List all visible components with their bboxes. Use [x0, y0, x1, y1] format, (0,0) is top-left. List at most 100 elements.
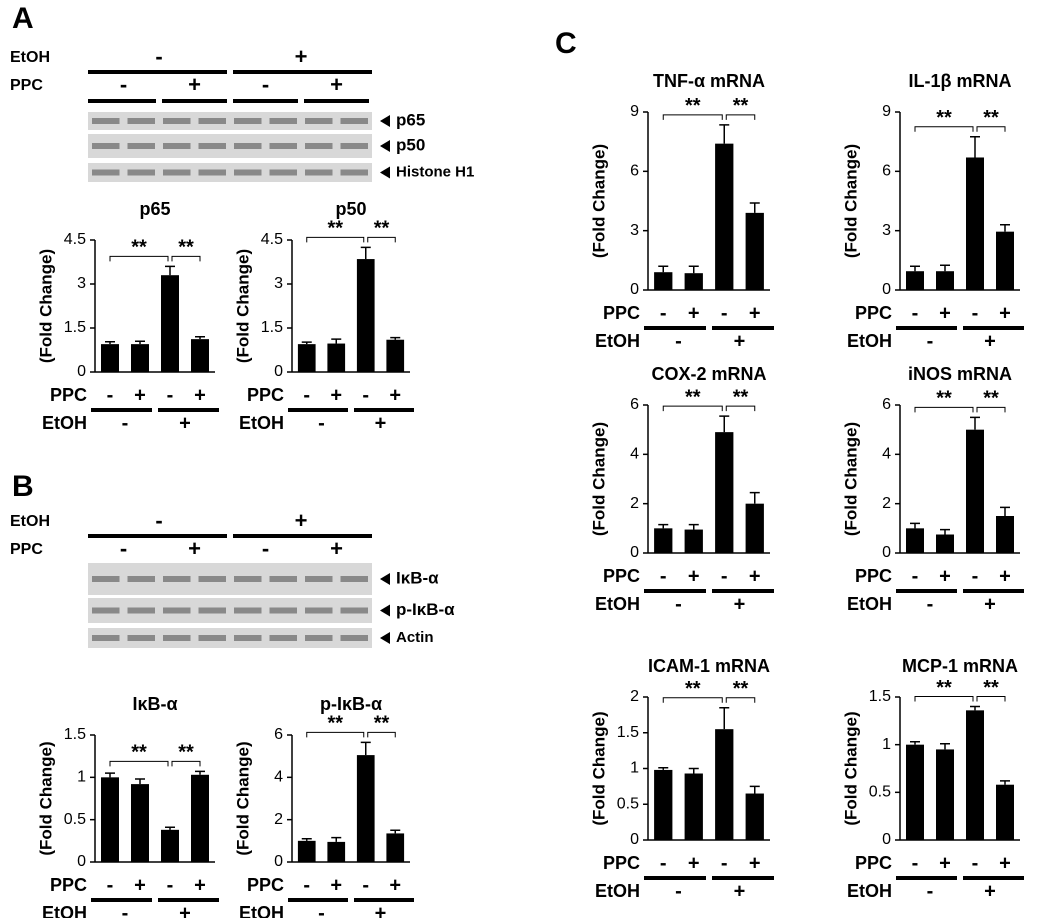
- band-label: IκB-α: [396, 568, 439, 587]
- ppc-label: PPC: [855, 853, 892, 873]
- significance-bracket: [109, 255, 169, 262]
- y-tick-label: 2: [630, 495, 639, 512]
- bar: [936, 271, 954, 290]
- sign: +: [749, 302, 761, 324]
- etoh-label: EtOH: [239, 903, 284, 918]
- bar: [101, 777, 119, 862]
- etoh-label: EtOH: [10, 49, 50, 66]
- sign: -: [122, 902, 129, 918]
- significance-bracket: [725, 114, 756, 120]
- sign: +: [188, 536, 201, 561]
- y-tick-label: 2: [274, 811, 283, 828]
- sign: -: [155, 44, 162, 69]
- bar: [327, 841, 346, 862]
- error-bar: [360, 246, 371, 260]
- blot-band: [305, 576, 333, 582]
- y-tick-label: 1.5: [869, 688, 891, 705]
- sign: -: [912, 852, 919, 874]
- bar: [966, 157, 984, 290]
- significance-label: **: [327, 713, 343, 735]
- significance-label: **: [685, 95, 701, 117]
- significance-label: **: [685, 678, 701, 700]
- bar: [715, 432, 734, 553]
- significance-bracket: [914, 406, 974, 413]
- y-tick-label: 1: [77, 769, 86, 786]
- y-axis-label: (Fold Change): [233, 249, 252, 363]
- sign: +: [194, 874, 206, 896]
- y-tick-label: 1: [882, 736, 891, 753]
- error-bar: [331, 836, 342, 842]
- error-bar: [658, 767, 669, 770]
- significance-label: **: [685, 386, 701, 408]
- blot-band: [234, 118, 262, 124]
- significance-label: **: [374, 218, 390, 240]
- y-tick-label: 1.5: [617, 724, 639, 741]
- chart-title: p50: [335, 199, 366, 219]
- y-tick-label: 0: [882, 831, 891, 848]
- y-tick-label: 9: [630, 103, 639, 120]
- significance-label: **: [936, 107, 952, 129]
- y-tick-label: 4.5: [261, 231, 283, 248]
- error-bar: [105, 341, 115, 345]
- blot-band: [269, 143, 297, 149]
- bar: [161, 275, 179, 372]
- y-tick-label: 6: [630, 396, 639, 413]
- blot-band: [269, 169, 297, 176]
- blot-strip: [88, 628, 372, 648]
- blot-band: [127, 607, 155, 614]
- band-label: Actin: [396, 629, 434, 646]
- error-bar: [970, 705, 980, 711]
- significance-bracket: [171, 255, 201, 262]
- significance-bracket: [306, 731, 365, 738]
- band-label: p50: [396, 135, 425, 154]
- arrow: [380, 632, 390, 644]
- y-tick-label: 0: [630, 281, 639, 298]
- error-bar: [688, 767, 699, 774]
- error-bar: [970, 135, 980, 158]
- error-bar: [749, 202, 760, 213]
- y-axis-label: (Fold Change): [36, 249, 55, 363]
- sign: +: [330, 384, 342, 406]
- chart-title: IL-1β mRNA: [909, 71, 1012, 91]
- bar: [654, 272, 673, 290]
- sign: +: [389, 384, 401, 406]
- sign: -: [107, 874, 114, 896]
- sign: +: [375, 902, 387, 918]
- error-bar: [688, 523, 699, 530]
- y-tick-label: 6: [630, 163, 639, 180]
- sign: -: [927, 880, 934, 902]
- error-bar: [719, 415, 730, 433]
- ppc-label: PPC: [855, 303, 892, 323]
- bar: [996, 784, 1014, 840]
- y-tick-label: 6: [274, 726, 283, 743]
- error-bar: [910, 265, 920, 272]
- significance-bracket: [662, 114, 723, 120]
- bar: [684, 529, 703, 553]
- error-bar: [688, 265, 699, 274]
- blot-band: [269, 607, 297, 614]
- etoh-label: EtOH: [847, 594, 892, 614]
- bar: [906, 528, 924, 553]
- error-bar: [749, 785, 760, 794]
- arrow: [380, 604, 390, 617]
- error-bar: [301, 837, 312, 841]
- ppc-label: PPC: [855, 566, 892, 586]
- y-tick-label: 1: [630, 760, 639, 777]
- arrow: [380, 166, 390, 179]
- arrow: [380, 115, 390, 127]
- ppc-label: PPC: [10, 541, 43, 558]
- error-bar: [910, 741, 920, 745]
- error-bar: [719, 124, 730, 144]
- y-tick-label: 0: [77, 363, 86, 380]
- blot-band: [234, 576, 262, 582]
- blot-band: [163, 635, 191, 641]
- bar: [936, 534, 954, 553]
- error-bar: [195, 770, 205, 775]
- sign: -: [303, 384, 310, 406]
- band-label: Histone H1: [396, 163, 474, 180]
- error-bar: [940, 264, 950, 272]
- panel-letter: A: [12, 2, 34, 35]
- blot-band: [234, 169, 262, 176]
- blot-band: [92, 169, 120, 176]
